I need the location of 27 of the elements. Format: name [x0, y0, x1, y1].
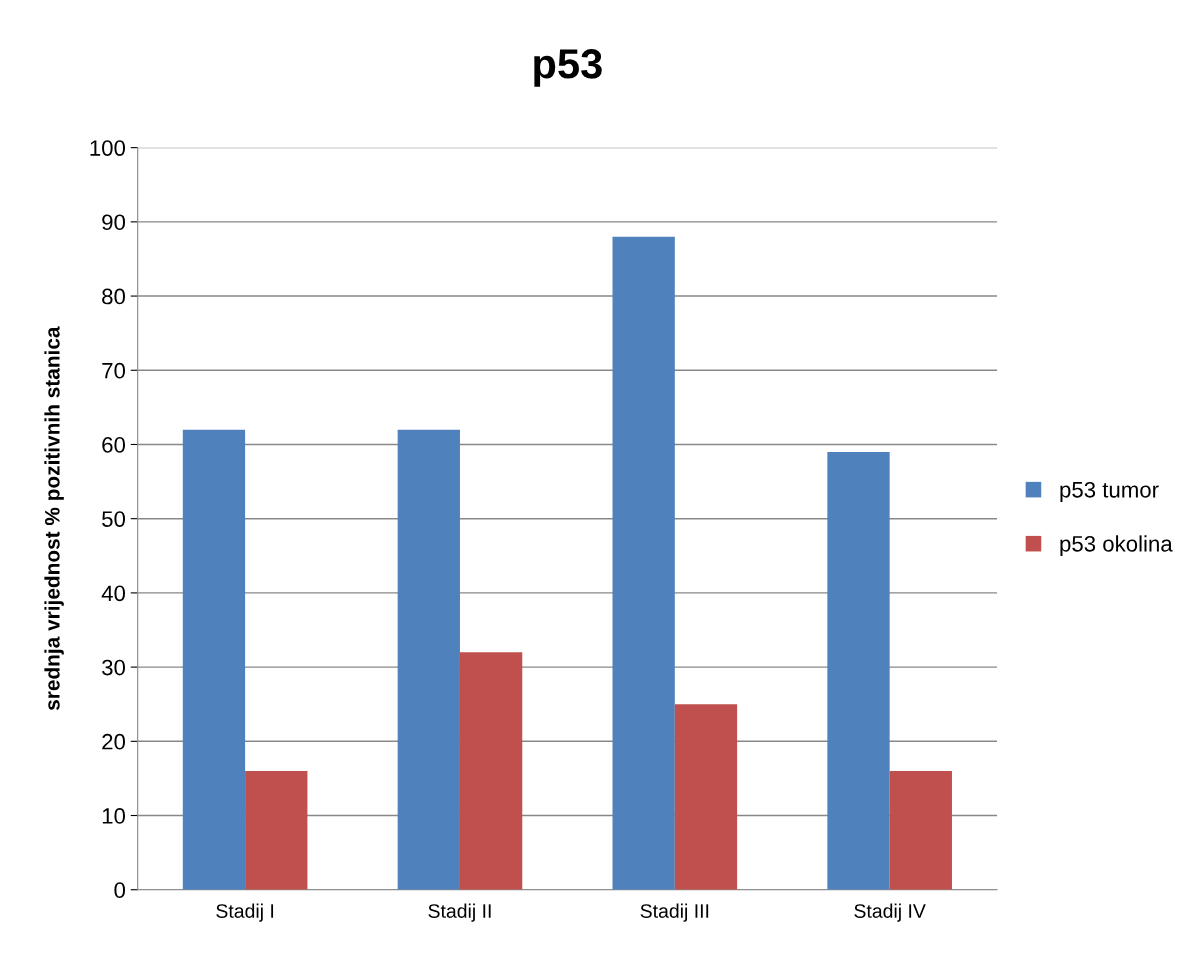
chart-title: p53 — [534, 49, 602, 87]
y-tick-label: 40 — [101, 585, 126, 602]
y-tick-label: 50 — [102, 511, 126, 527]
legend-label: p53 tumor — [1060, 481, 1159, 503]
y-tick-label: 0 — [114, 882, 126, 898]
x-tick-label: Stadij II — [428, 903, 491, 922]
x-tick-label: Stadij III — [640, 903, 709, 922]
legend-label: p53 okolina — [1060, 535, 1173, 557]
x-tick-label: Stadij I — [216, 903, 274, 922]
bar — [827, 451, 890, 890]
bar — [889, 771, 952, 890]
y-tick-label: 20 — [102, 733, 126, 750]
bar — [459, 652, 523, 890]
y-tick-label: 70 — [102, 362, 126, 379]
y-tick-label: 80 — [102, 288, 126, 305]
bar — [182, 429, 246, 890]
bar — [397, 429, 460, 890]
y-tick-label: 10 — [102, 808, 126, 824]
y-axis-title: srednja vrijednost % pozitivnih stanica — [44, 326, 64, 711]
y-tick-label: 90 — [102, 214, 126, 231]
x-tick-label: Stadij IV — [854, 903, 926, 922]
y-tick-label: 60 — [102, 437, 126, 453]
bar — [612, 236, 675, 890]
y-tick-label: 30 — [102, 659, 126, 676]
bar — [245, 771, 308, 890]
y-tick-label: 100 — [90, 140, 126, 156]
bar — [674, 704, 738, 890]
